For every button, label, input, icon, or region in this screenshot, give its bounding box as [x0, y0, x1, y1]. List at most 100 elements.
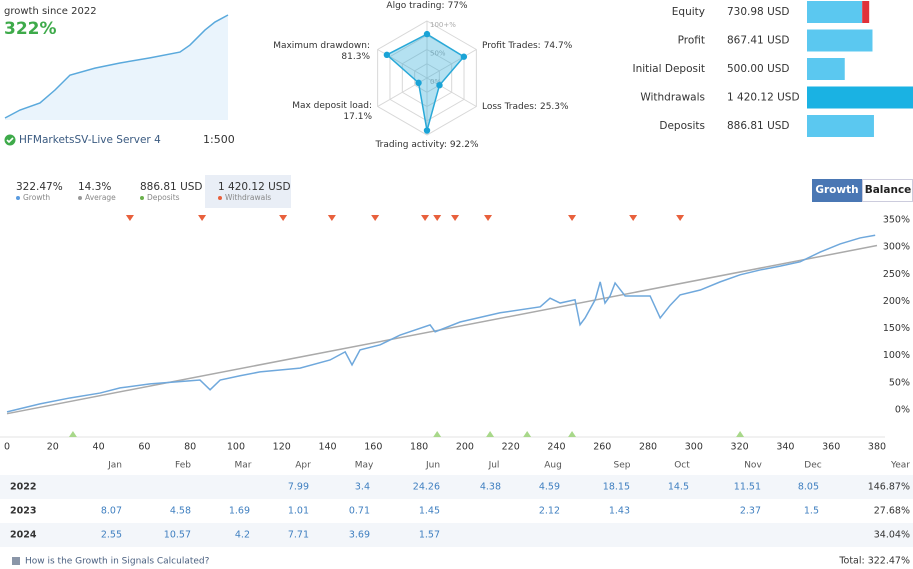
- radar-tick-label: 100+%: [430, 21, 456, 29]
- table-cell: 4.38: [480, 482, 501, 493]
- radar-axis: [426, 77, 477, 107]
- table-cell: 2.55: [101, 530, 122, 541]
- month-header: Jun: [425, 461, 440, 471]
- table-cell: 8.05: [798, 482, 819, 493]
- x-tick-label: 120: [273, 442, 291, 453]
- table-cell: 1.57: [419, 530, 440, 541]
- table-cell: 1.01: [288, 506, 309, 517]
- withdrawal-marker: [484, 215, 493, 221]
- account-label: Withdrawals: [640, 92, 705, 104]
- withdrawal-marker: [125, 215, 134, 221]
- radar-value: 81.3%: [341, 52, 370, 62]
- help-link[interactable]: How is the Growth in Signals Calculated?: [25, 557, 210, 567]
- withdrawal-marker: [451, 215, 460, 221]
- radar-category: Profit Trades:: [482, 41, 541, 51]
- radar-value: 74.7%: [544, 41, 573, 51]
- row-year: 2022: [10, 482, 36, 493]
- radar-category: Maximum drawdown:: [273, 41, 370, 51]
- equity-marker: [862, 1, 870, 23]
- y-tick-label: 100%: [883, 350, 910, 361]
- x-tick-label: 160: [364, 442, 382, 453]
- x-tick-label: 20: [47, 442, 59, 453]
- stat-dot: [218, 196, 222, 200]
- x-tick-label: 300: [685, 442, 703, 453]
- account-bar: [807, 1, 863, 23]
- stat-highlight: [205, 175, 291, 208]
- table-cell: 27.68%: [874, 506, 910, 517]
- table-row-bg: [0, 475, 913, 499]
- deposit-marker: [486, 431, 495, 437]
- month-header: Aug: [544, 461, 562, 471]
- table-cell: 7.71: [288, 530, 309, 541]
- leverage: 1:500: [203, 133, 235, 146]
- withdrawal-marker: [676, 215, 685, 221]
- deposit-marker: [568, 431, 577, 437]
- radar-label: Algo trading: 77%: [386, 1, 468, 11]
- stat-label: Growth: [23, 193, 50, 202]
- table-cell: 2.12: [539, 506, 560, 517]
- radar-tick-label: 50%: [430, 50, 446, 58]
- tab-active[interactable]: [812, 179, 862, 202]
- x-tick-label: 220: [502, 442, 520, 453]
- month-header: Nov: [744, 461, 762, 471]
- account-value: 730.98 USD: [727, 6, 790, 18]
- table-cell: 4.59: [539, 482, 560, 493]
- x-tick-label: 240: [547, 442, 565, 453]
- series-line: [6, 234, 876, 413]
- account-label: Profit: [678, 35, 705, 47]
- growth-value: 322%: [4, 19, 57, 39]
- table-cell: 3.69: [349, 530, 370, 541]
- x-tick-label: 60: [138, 442, 150, 453]
- tab-growth[interactable]: Growth: [815, 184, 858, 196]
- month-header: Dec: [804, 461, 821, 471]
- x-tick-label: 200: [456, 442, 474, 453]
- month-header: Apr: [295, 461, 311, 471]
- withdrawal-marker: [568, 215, 577, 221]
- table-cell: 7.99: [288, 482, 309, 493]
- table-cell: 10.57: [164, 530, 191, 541]
- account-value: 1 420.12 USD: [727, 92, 800, 104]
- x-tick-label: 340: [776, 442, 794, 453]
- y-tick-label: 300%: [883, 242, 910, 253]
- radar-value: 17.1%: [343, 112, 372, 122]
- account-label: Equity: [672, 6, 705, 18]
- stat-dot: [78, 196, 82, 200]
- account-bar: [807, 86, 913, 109]
- radar-value: 92.2%: [450, 140, 479, 150]
- row-year: 2024: [10, 530, 37, 541]
- radar-category: Loss Trades:: [482, 102, 537, 112]
- x-tick-label: 260: [593, 442, 611, 453]
- account-value: 500.00 USD: [727, 63, 790, 75]
- radar-label: Profit Trades: 74.7%: [482, 41, 573, 51]
- radar-category: Trading activity:: [374, 140, 446, 150]
- account-bar: [807, 58, 845, 80]
- radar-label: Maximum drawdown: 81.3%: [273, 41, 370, 62]
- radar-category: Max deposit load:: [292, 101, 372, 111]
- radar-point: [436, 82, 443, 89]
- radar-value: 25.3%: [540, 102, 569, 112]
- server-name[interactable]: HFMarketsSV-Live Server 4: [19, 134, 161, 146]
- radar-point: [415, 79, 422, 87]
- y-tick-label: 150%: [883, 323, 910, 334]
- month-header: Mar: [235, 461, 252, 471]
- withdrawal-marker: [279, 215, 288, 221]
- x-tick-label: 380: [868, 442, 886, 453]
- table-cell: 146.87%: [868, 482, 910, 493]
- withdrawal-marker: [629, 215, 638, 221]
- y-tick-label: 350%: [883, 215, 910, 226]
- x-tick-label: 360: [822, 442, 840, 453]
- stat-value: 1 420.12 USD: [218, 181, 291, 193]
- withdrawal-marker: [433, 215, 442, 221]
- account-label: Initial Deposit: [632, 63, 705, 75]
- radar-value: 77%: [448, 1, 468, 11]
- table-cell: 1.69: [229, 506, 250, 517]
- tab-balance[interactable]: Balance: [865, 184, 912, 196]
- month-header: Year: [890, 461, 910, 471]
- x-tick-label: 140: [318, 442, 336, 453]
- total: Total: 322.47%: [838, 556, 910, 567]
- x-tick-label: 0: [4, 442, 10, 453]
- stat-label: Deposits: [147, 193, 180, 202]
- radar-label: Trading activity: 92.2%: [374, 140, 478, 150]
- stat-value: 322.47%: [16, 181, 63, 193]
- table-cell: 1.43: [609, 506, 630, 517]
